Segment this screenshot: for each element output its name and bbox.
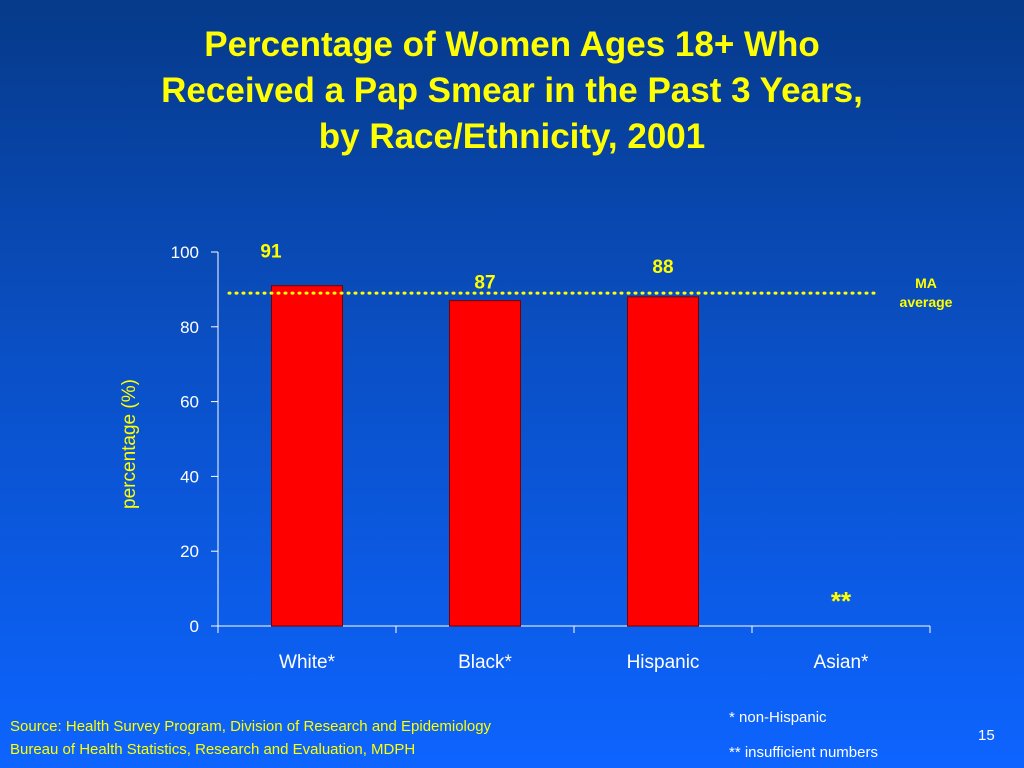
bar	[627, 296, 699, 627]
footnote-insufficient-numbers: ** insufficient numbers	[729, 744, 878, 761]
ma-average-label: average	[900, 294, 953, 310]
x-category-label: Black*	[458, 652, 512, 673]
title-line: Received a Pap Smear in the Past 3 Years…	[161, 71, 863, 110]
data-label: 87	[474, 273, 495, 294]
x-category-label: Asian*	[814, 652, 870, 673]
title-line: by Race/Ethnicity, 2001	[318, 117, 706, 156]
data-label-insufficient: **	[831, 586, 852, 616]
x-category-label: Hispanic	[627, 652, 700, 673]
y-tick-label: 40	[180, 467, 199, 486]
y-tick-label: 20	[180, 542, 199, 561]
slide-title: Percentage of Women Ages 18+ Who Receive…	[0, 22, 1024, 160]
ma-average-label: MA	[915, 275, 937, 291]
footnote-non-hispanic: * non-Hispanic	[729, 709, 827, 726]
data-label: 88	[652, 257, 673, 278]
page-number: 15	[978, 727, 995, 744]
y-axis-title: percentage (%)	[119, 379, 140, 509]
source-line-2: Bureau of Health Statistics, Research an…	[10, 741, 416, 758]
y-tick-label: 60	[180, 393, 199, 412]
x-category-label: White*	[279, 652, 336, 673]
y-tick-label: 100	[171, 243, 199, 262]
y-tick-label: 80	[180, 318, 199, 337]
title-line: Percentage of Women Ages 18+ Who	[204, 25, 820, 64]
bar	[271, 285, 343, 627]
y-tick-label: 0	[190, 617, 199, 636]
source-line-1: Source: Health Survey Program, Division …	[10, 718, 492, 735]
bar	[449, 300, 521, 627]
data-label: 91	[260, 242, 282, 263]
